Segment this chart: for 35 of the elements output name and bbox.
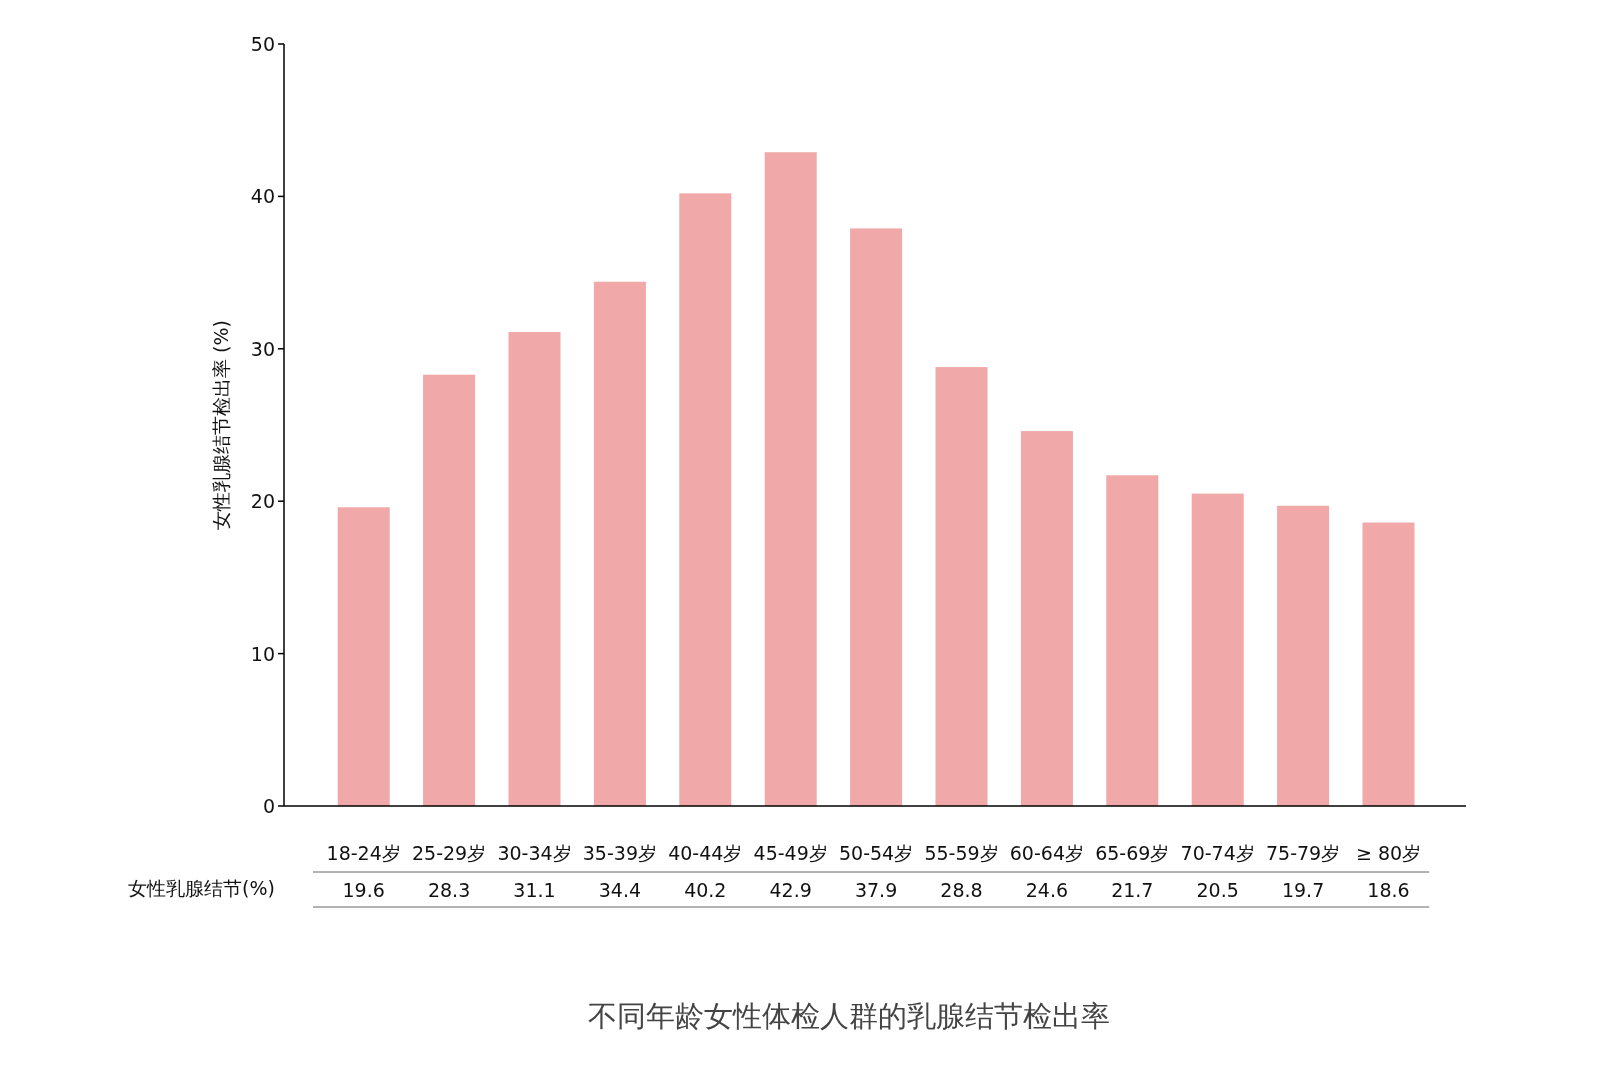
data-label: 28.3 (427, 879, 471, 901)
y-tick-label: 0 (262, 795, 275, 817)
x-tick-label: 45-49岁 (753, 842, 828, 864)
data-label: 42.9 (769, 879, 812, 901)
x-tick-label: 18-24岁 (326, 842, 401, 864)
y-axis-title: 女性乳腺结节检出率 (%) (210, 320, 232, 530)
data-label: 31.1 (513, 879, 556, 901)
x-tick-label: 25-29岁 (411, 842, 487, 864)
x-tick-label: 55-59岁 (924, 842, 999, 864)
x-tick-label: 30-34岁 (497, 842, 572, 864)
text: 不同年龄女性体检人群的乳腺结节检出率 (588, 999, 1110, 1033)
x-tick-label: ≥ 80岁 (1355, 842, 1422, 864)
data-label: 20.5 (1196, 879, 1239, 901)
x-tick-label: 60-64岁 (1009, 842, 1085, 864)
data-label: 37.9 (854, 879, 898, 901)
y-tick-label: 10 (250, 642, 275, 665)
data-label: 28.8 (940, 879, 983, 901)
y-tick-label: 20 (250, 490, 275, 513)
x-tick-label: 50-54岁 (838, 842, 914, 864)
data-label: 18.6 (1367, 879, 1410, 901)
x-tick-label: 70-74岁 (1180, 842, 1255, 864)
x-tick-label: 65-69岁 (1095, 842, 1170, 864)
data-label: 24.6 (1025, 879, 1069, 901)
data-label: 34.4 (598, 879, 642, 901)
text: 女性乳腺结节(%) (128, 877, 275, 899)
x-tick-label: 35-39岁 (582, 842, 658, 864)
data-label: 19.7 (1281, 879, 1325, 901)
y-tick-label: 40 (250, 185, 275, 208)
y-tick-label: 30 (250, 337, 275, 360)
data-label: 21.7 (1111, 879, 1154, 901)
data-label: 19.6 (342, 879, 385, 901)
y-tick-label: 50 (250, 33, 275, 55)
x-tick-label: 40-44岁 (668, 842, 743, 864)
x-tick-label: 75-79岁 (1265, 842, 1341, 864)
data-label: 40.2 (684, 879, 727, 901)
